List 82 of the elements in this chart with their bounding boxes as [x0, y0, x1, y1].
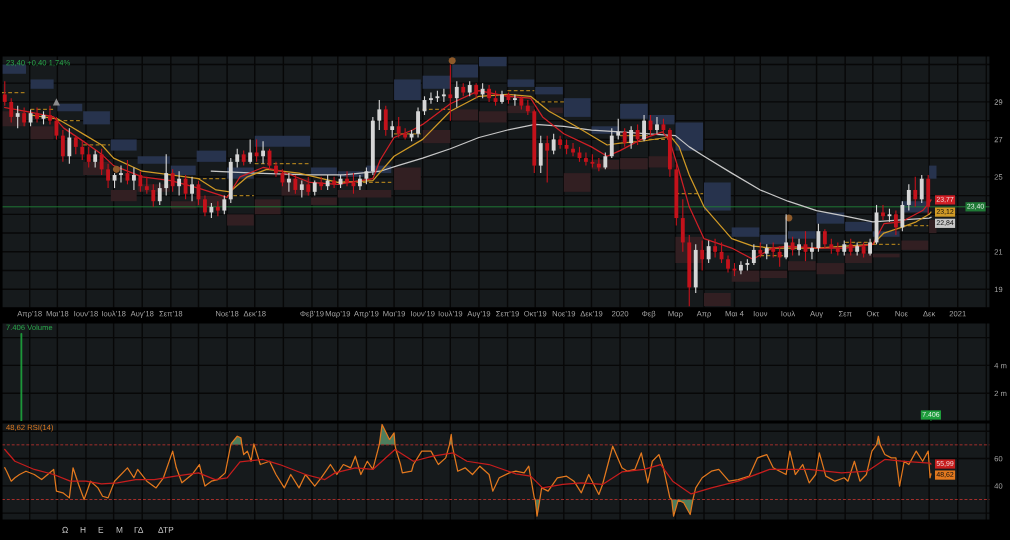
- candlestick: [642, 114, 646, 142]
- candlestick: [306, 176, 311, 197]
- candlestick: [131, 166, 136, 191]
- candlestick: [616, 118, 621, 140]
- candlestick: [751, 243, 756, 266]
- point: [112, 165, 120, 173]
- candlestick: [254, 138, 259, 163]
- candlestick: [80, 140, 85, 161]
- text: Η: [80, 526, 86, 533]
- candlestick: [48, 105, 52, 125]
- candlestick: [190, 176, 194, 202]
- candlestick: [274, 161, 278, 178]
- candlestick: [170, 168, 175, 193]
- text: Ε: [98, 526, 104, 533]
- point: [448, 57, 456, 65]
- candlestick: [60, 129, 65, 163]
- candlestick: [893, 210, 898, 236]
- candlestick: [357, 174, 362, 191]
- candlestick: [429, 91, 433, 105]
- candlestick: [906, 183, 911, 212]
- candlestick: [609, 127, 614, 159]
- candlestick: [177, 170, 182, 197]
- candlestick: [919, 174, 924, 204]
- candlestick: [454, 80, 459, 109]
- candlestick: [810, 241, 814, 260]
- candlestick: [584, 151, 588, 167]
- candlestick: [248, 138, 253, 165]
- candlestick: [215, 200, 220, 217]
- candlestick: [99, 148, 104, 176]
- candlestick: [416, 106, 420, 139]
- candlestick: [713, 238, 718, 258]
- candlestick: [383, 105, 388, 137]
- candlestick: [790, 236, 795, 257]
- candlestick: [635, 123, 640, 146]
- candlestick: [512, 93, 517, 107]
- candlestick: [15, 105, 20, 129]
- candlestick: [822, 228, 827, 249]
- candlestick: [538, 135, 543, 174]
- line-series: [4, 448, 932, 495]
- candlestick: [441, 88, 446, 103]
- candlestick: [183, 174, 188, 200]
- candlestick: [551, 133, 556, 155]
- candlestick: [622, 127, 627, 148]
- candlestick: [396, 116, 401, 139]
- candlestick: [222, 195, 227, 215]
- candlestick: [629, 125, 634, 150]
- candlestick: [655, 116, 659, 135]
- candlestick: [22, 106, 27, 127]
- candlestick: [54, 116, 59, 140]
- text: ΔΤΡ: [158, 526, 174, 533]
- candlestick: [293, 174, 298, 195]
- candlestick: [403, 127, 408, 140]
- candlestick: [261, 140, 266, 165]
- candlestick: [164, 153, 169, 197]
- candlestick: [777, 245, 782, 268]
- candlestick: [900, 200, 905, 232]
- candlestick: [558, 135, 563, 150]
- candlestick: [106, 163, 111, 189]
- candlestick: [67, 127, 72, 165]
- line-series: [4, 423, 932, 517]
- candlestick: [797, 238, 801, 257]
- candlestick: [784, 213, 789, 260]
- candlestick: [35, 106, 39, 124]
- candlestick: [377, 99, 382, 131]
- text: Μ: [116, 526, 123, 533]
- text: ΓΔ: [134, 526, 144, 533]
- candlestick: [73, 135, 78, 155]
- text: Ω: [62, 526, 68, 533]
- candlestick: [203, 195, 207, 217]
- candlestick: [235, 148, 240, 169]
- candlestick: [151, 183, 156, 208]
- candlestick: [2, 80, 7, 107]
- candlestick: [545, 135, 550, 184]
- candlestick: [816, 223, 821, 253]
- candlestick: [138, 170, 143, 193]
- candlestick: [913, 176, 918, 208]
- candlestick: [119, 165, 123, 184]
- candlestick: [9, 97, 14, 124]
- candlestick: [86, 146, 91, 169]
- candlestick: [157, 181, 162, 206]
- candlestick: [706, 239, 711, 264]
- candlestick: [881, 204, 885, 221]
